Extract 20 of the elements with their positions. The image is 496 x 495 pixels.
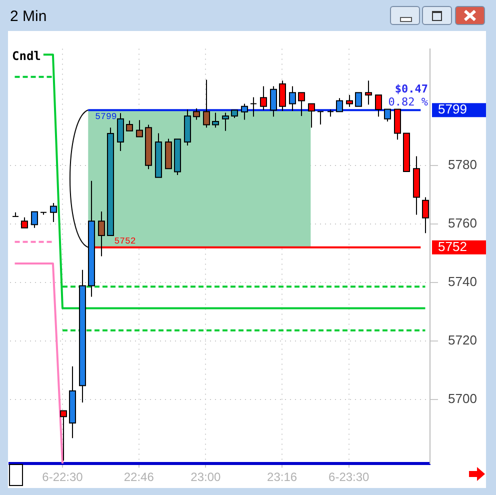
- candlestick: [317, 111, 324, 125]
- y-tick-label: 5780: [448, 157, 477, 172]
- annotation: $0.47: [394, 82, 428, 96]
- x-tick-label: 23:00: [190, 470, 222, 484]
- x-tick-label: 6-23:30: [328, 470, 370, 484]
- y-tick-label: 5760: [448, 216, 477, 231]
- x-tick-label: 23:16: [267, 470, 298, 484]
- x-tick-label: 22:46: [124, 470, 154, 484]
- text: 5752: [438, 239, 467, 254]
- y-tick-label: 5720: [448, 332, 477, 348]
- chart-title: 2 Min: [10, 8, 47, 25]
- candlestick: [250, 96, 257, 118]
- y-tick-label: 5740: [448, 274, 477, 290]
- annotation: Cndl: [12, 48, 41, 63]
- ref-line-label: 5752: [114, 236, 136, 246]
- annotation: 0.82 %: [388, 96, 428, 109]
- y-tick-label: 5700: [448, 390, 477, 406]
- x-tick-label: 6-22:30: [42, 470, 84, 484]
- ref-line-label: 5799: [95, 112, 117, 122]
- text: 5799: [438, 102, 467, 117]
